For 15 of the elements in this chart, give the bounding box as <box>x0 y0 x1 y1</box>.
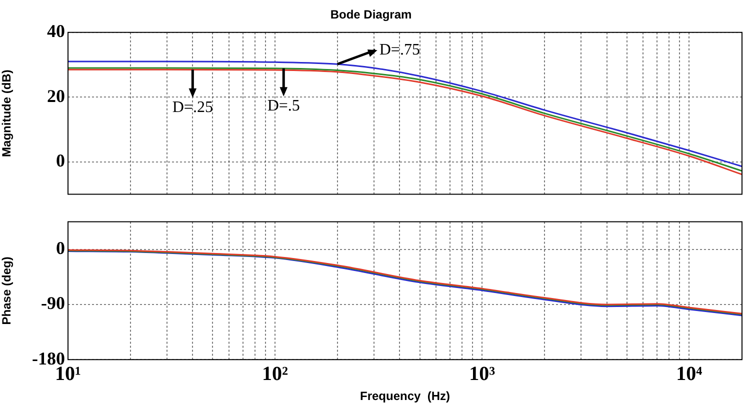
y-axis-title: Magnitude (dB) <box>0 70 14 157</box>
annotation: D=.5 <box>267 98 300 115</box>
annotation: D=.25 <box>172 98 213 116</box>
x-tick-label: 10² <box>262 362 288 385</box>
chart-title: Bode Diagram <box>330 8 412 22</box>
annotation: D=.75 <box>379 41 420 58</box>
y-tick-label: 0 <box>56 238 65 258</box>
x-tick-label: 10⁴ <box>676 362 702 385</box>
y-tick-label: 0 <box>56 150 65 170</box>
y-axis-title: Phase (deg) <box>0 256 14 325</box>
y-tick-label: -90 <box>41 293 65 314</box>
y-tick-label: 20 <box>47 86 65 106</box>
y-tick-label: 40 <box>47 21 65 42</box>
x-tick-label: 10³ <box>469 362 496 385</box>
x-axis-title: Frequency (Hz) <box>360 389 450 404</box>
